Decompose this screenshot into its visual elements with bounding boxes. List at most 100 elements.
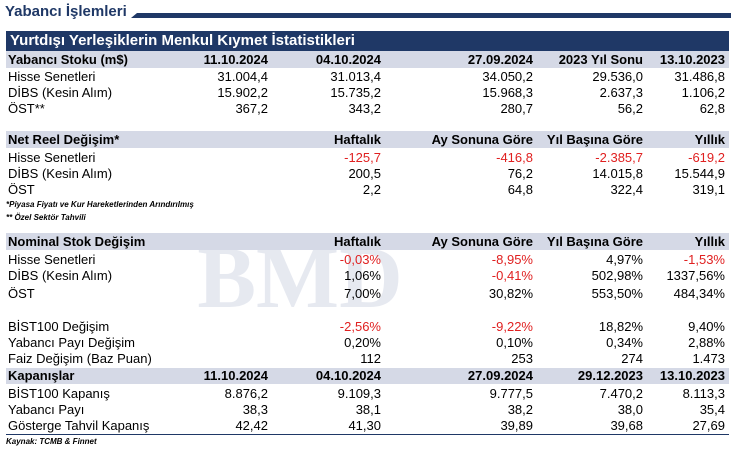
source-note: Kaynak: TCMB & Finnet [6, 437, 97, 446]
cell: 38,0 [617, 402, 643, 417]
cell: 200,5 [348, 166, 381, 181]
closing-header-col4: 29.12.2023 [577, 368, 643, 383]
cell: 2.637,3 [599, 85, 643, 100]
nominal-header-row: Nominal Stok Değişim Haftalık Ay Sonuna … [6, 233, 729, 250]
cell: 1,06% [344, 268, 381, 283]
cell: 56,2 [617, 101, 643, 116]
closing-header-col5: 13.10.2023 [659, 368, 725, 383]
cell: 2,2 [362, 182, 381, 197]
row-label: Yabancı Payı Değişim [8, 335, 135, 350]
cell: 274 [621, 351, 643, 366]
row-label: BİST100 Kapanış [8, 386, 110, 401]
cell: 18,82% [598, 319, 643, 334]
table-title: Yurtdışı Yerleşiklerin Menkul Kıymet İst… [6, 31, 729, 51]
cell: -1,53% [683, 252, 725, 267]
closing-header-col1: 11.10.2024 [203, 368, 268, 383]
cell: 15.735,2 [330, 85, 381, 100]
cell: -0,03% [339, 252, 381, 267]
cell: 64,8 [507, 182, 533, 197]
stock-header-col4: 2023 Yıl Sonu [558, 52, 643, 67]
table-row: DİBS (Kesin Alım) 15.902,2 15.735,2 15.9… [6, 85, 729, 100]
cell: -2.385,7 [595, 150, 643, 165]
stock-header-col2: 04.10.2024 [315, 52, 381, 67]
cell: 367,2 [235, 101, 268, 116]
table-row: BİST100 Kapanış 8.876,2 9.109,3 9.777,5 … [6, 386, 729, 401]
cell: -619,2 [688, 150, 725, 165]
cell: 8.876,2 [224, 386, 268, 401]
row-label: ÖST [8, 182, 35, 197]
cell: 9.109,3 [337, 386, 381, 401]
cell: 2,88% [688, 335, 725, 350]
cell: 7,00% [344, 286, 381, 301]
cell: 280,7 [500, 101, 533, 116]
table-row: Faiz Değişim (Baz Puan) 112 253 274 1.47… [6, 351, 729, 366]
row-label: Hisse Senetleri [8, 69, 96, 84]
cell: 0,34% [606, 335, 643, 350]
cell: -9,22% [491, 319, 533, 334]
row-label: DİBS (Kesin Alım) [8, 166, 113, 181]
cell: 14.015,8 [592, 166, 643, 181]
cell: 319,1 [692, 182, 725, 197]
row-label: DİBS (Kesin Alım) [8, 85, 113, 100]
table-row: BİST100 Değişim -2,56% -9,22% 18,82% 9,4… [6, 319, 729, 334]
stock-header-label: Yabancı Stoku (m$) [8, 52, 128, 67]
net-real-header-label: Net Reel Değişim* [8, 132, 120, 147]
stock-header-row: Yabancı Stoku (m$) 11.10.2024 04.10.2024… [6, 51, 729, 68]
table-row: Hisse Senetleri -125,7 -416,8 -2.385,7 -… [6, 150, 729, 165]
footnote: *Piyasa Fiyatı ve Kur Hareketlerinden Ar… [6, 200, 194, 209]
cell: 31.013,4 [330, 69, 381, 84]
cell: 38,2 [507, 402, 533, 417]
nominal-header-col3: Yıl Başına Göre [546, 234, 643, 249]
cell: 1337,56% [666, 268, 725, 283]
table-row: Gösterge Tahvil Kapanış 42,42 41,30 39,8… [6, 418, 729, 433]
cell: 38,3 [242, 402, 268, 417]
header-rule [131, 13, 731, 18]
cell: -0,41% [491, 268, 533, 283]
cell: 484,34% [673, 286, 725, 301]
cell: 112 [360, 351, 381, 366]
table-row: ÖST** 367,2 343,2 280,7 56,2 62,8 [6, 101, 729, 116]
net-real-header-col4: Yıllık [694, 132, 725, 147]
closing-header-row: Kapanışlar 11.10.2024 04.10.2024 27.09.2… [6, 368, 729, 384]
cell: 38,1 [355, 402, 381, 417]
cell: 30,82% [488, 286, 533, 301]
table-row: Yabancı Payı 38,3 38,1 38,2 38,0 35,4 [6, 402, 729, 417]
page-header: Yabancı İşlemleri [5, 3, 731, 23]
table-row: Yabancı Payı Değişim 0,20% 0,10% 0,34% 2… [6, 335, 729, 350]
cell: 39,68 [610, 418, 643, 433]
table-row: ÖST 7,00% 30,82% 553,50% 484,34% [6, 286, 729, 301]
table-bottom-rule [6, 434, 729, 435]
cell: 27,69 [692, 418, 725, 433]
cell: 343,2 [348, 101, 381, 116]
closing-header-col2: 04.10.2024 [315, 368, 381, 383]
row-label: ÖST** [8, 101, 45, 116]
table-row: ÖST 2,2 64,8 322,4 319,1 [6, 182, 729, 197]
cell: 42,42 [235, 418, 268, 433]
stock-header-col3: 27.09.2024 [467, 52, 533, 67]
cell: 9,40% [688, 319, 725, 334]
row-label: Yabancı Payı [8, 402, 85, 417]
cell: -2,56% [339, 319, 381, 334]
cell: -416,8 [496, 150, 533, 165]
cell: 31.004,4 [217, 69, 268, 84]
cell: 4,97% [606, 252, 643, 267]
net-real-header-col2: Ay Sonuna Göre [431, 132, 533, 147]
cell: 9.777,5 [489, 386, 533, 401]
closing-header-col3: 27.09.2024 [467, 368, 533, 383]
cell: 8.113,3 [682, 386, 725, 401]
net-real-header-row: Net Reel Değişim* Haftalık Ay Sonuna Gör… [6, 131, 729, 148]
net-real-header-col1: Haftalık [334, 132, 381, 147]
row-label: BİST100 Değişim [8, 319, 110, 334]
cell: 7.470,2 [599, 386, 643, 401]
cell: 1.473 [692, 351, 725, 366]
cell: 34.050,2 [482, 69, 533, 84]
footnote: ** Özel Sektör Tahvili [6, 213, 86, 222]
row-label: ÖST [8, 286, 35, 301]
nominal-header-col1: Haftalık [334, 234, 381, 249]
cell: 15.902,2 [217, 85, 268, 100]
cell: 35,4 [699, 402, 725, 417]
stock-header-col1: 11.10.2024 [203, 52, 268, 67]
page-title: Yabancı İşlemleri [5, 3, 127, 20]
net-real-header-col3: Yıl Başına Göre [546, 132, 643, 147]
nominal-header-col2: Ay Sonuna Göre [431, 234, 533, 249]
